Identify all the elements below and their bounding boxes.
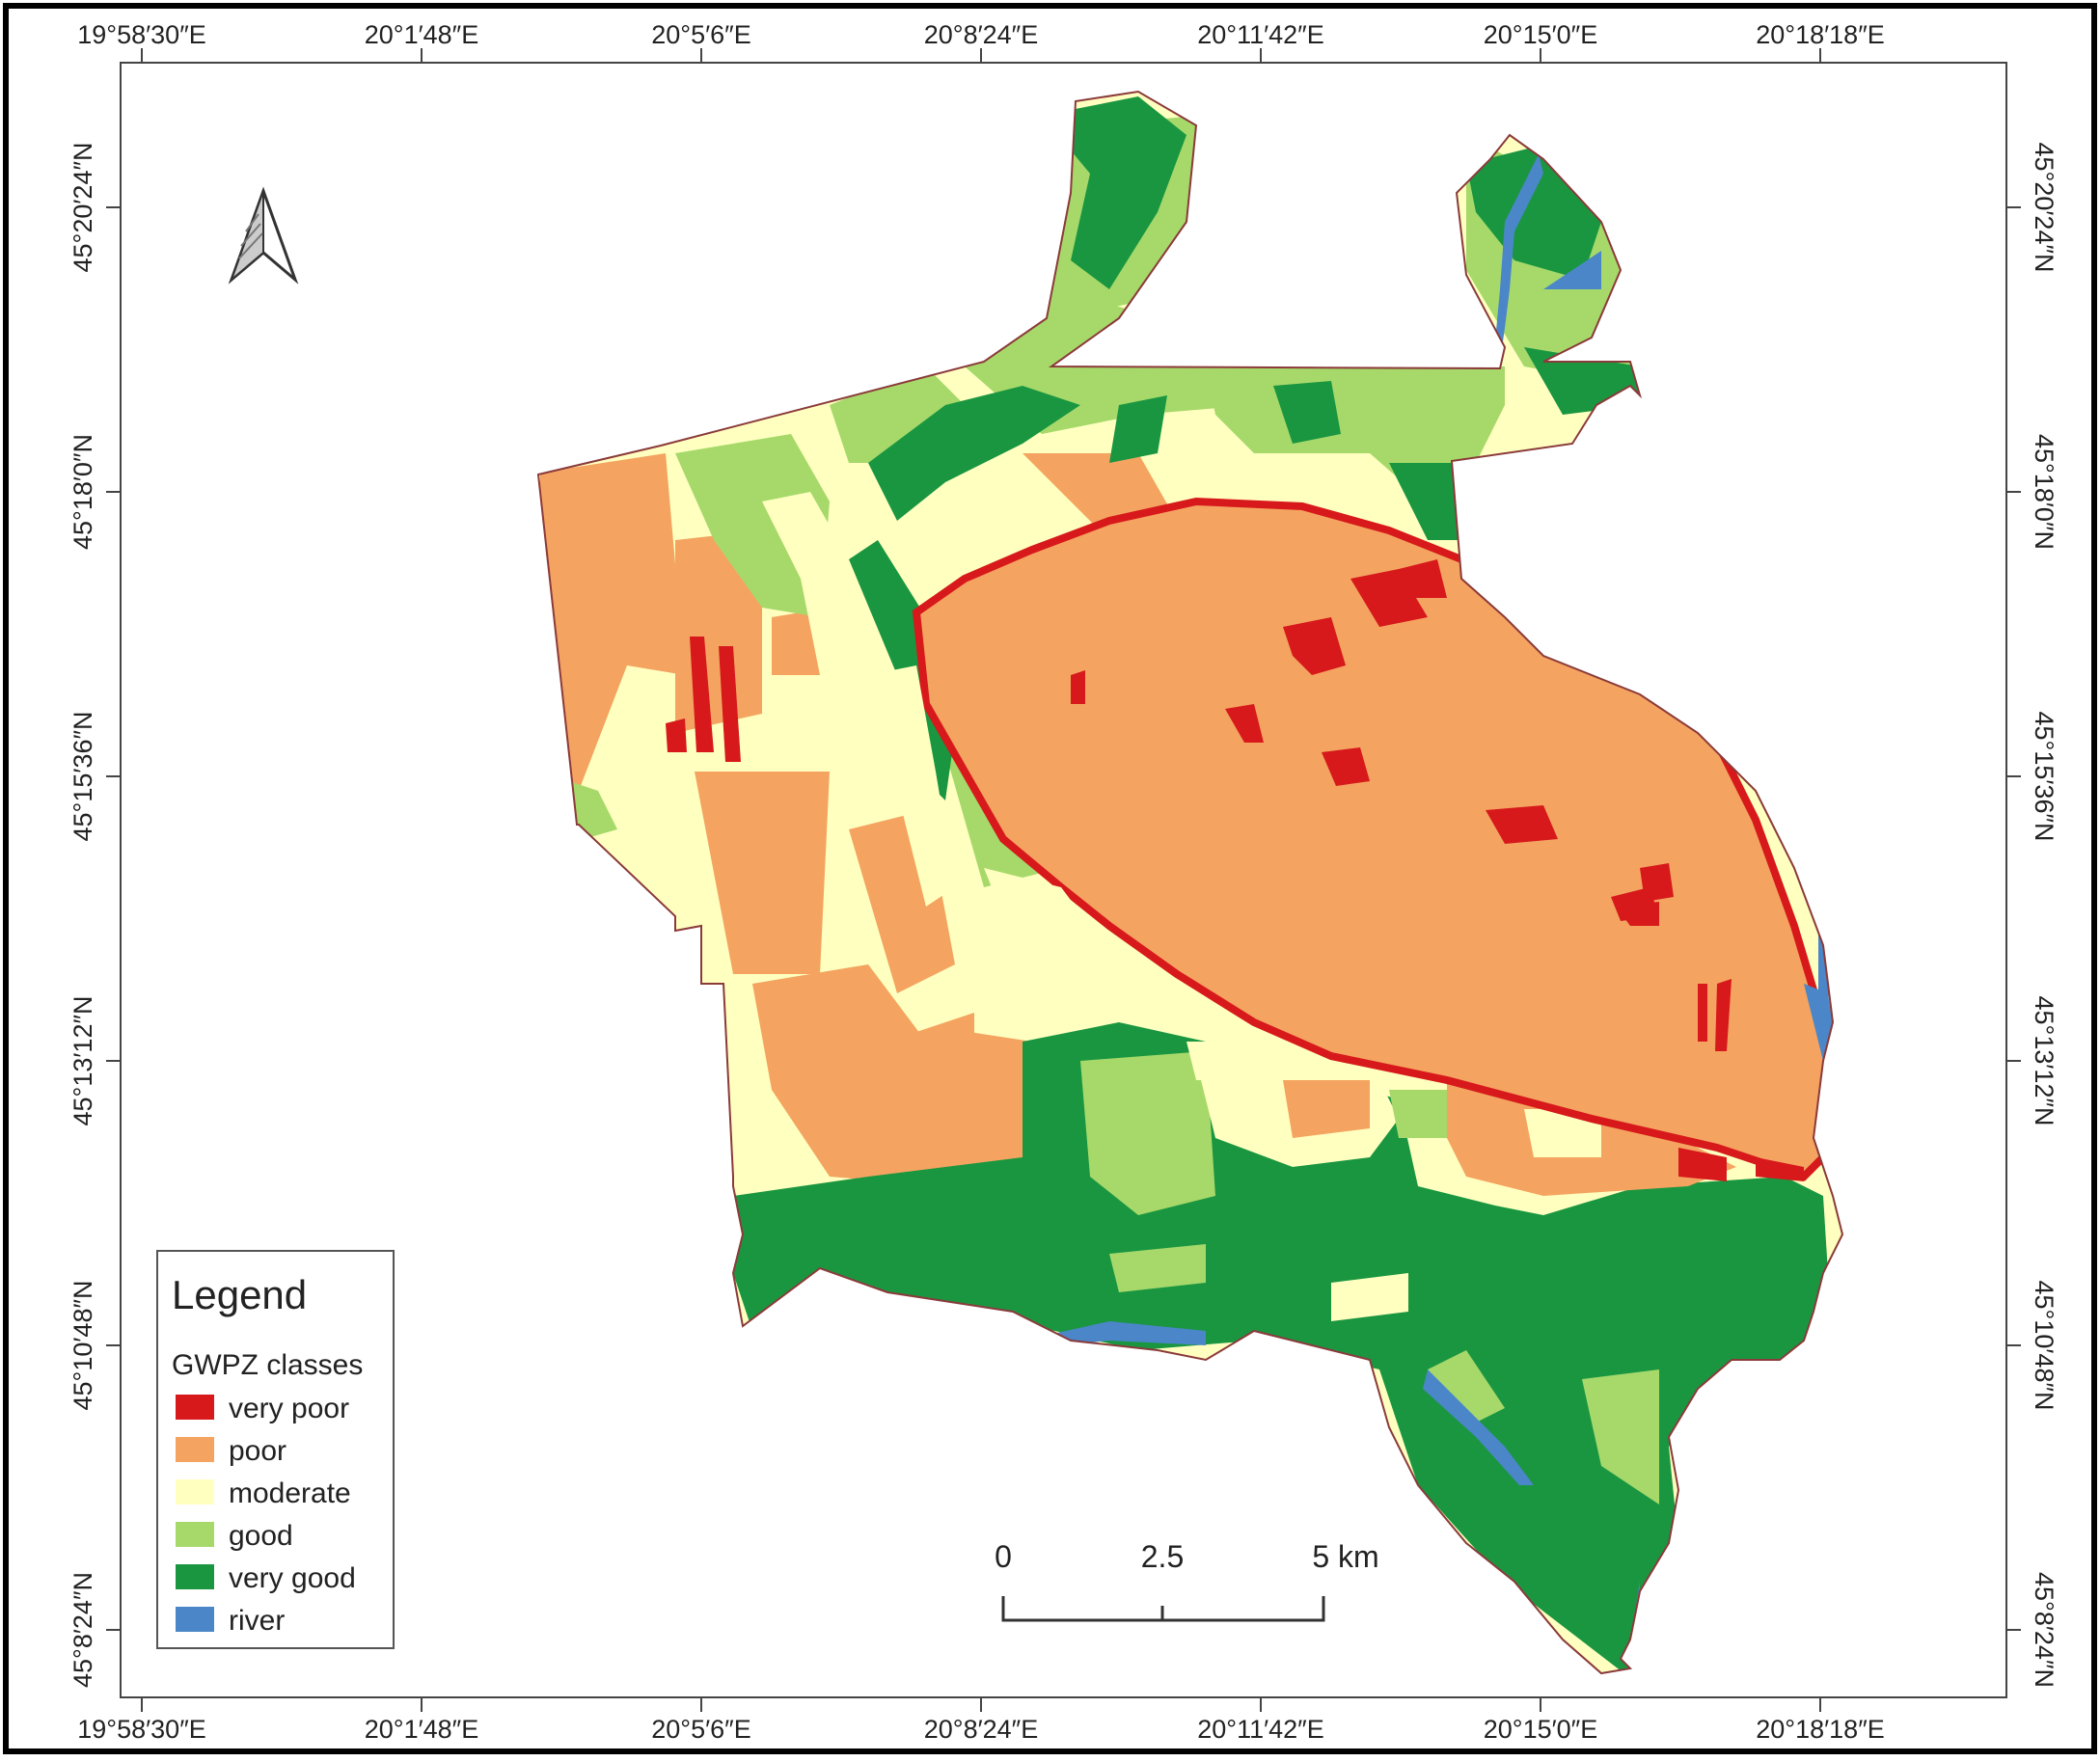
legend-label: river bbox=[229, 1605, 285, 1637]
lat-label: 45°18′0″N bbox=[2030, 434, 2059, 550]
legend-label: very good bbox=[229, 1562, 356, 1594]
legend-swatch-moderate bbox=[176, 1479, 214, 1504]
legend-title: Legend bbox=[172, 1272, 307, 1317]
legend-label: poor bbox=[229, 1435, 286, 1467]
graticule-ticks bbox=[106, 48, 2021, 1712]
lat-label: 45°20′24″N bbox=[68, 142, 97, 272]
lon-label: 19°58′30″E bbox=[77, 20, 206, 49]
lon-label: 20°8′24″E bbox=[924, 1715, 1039, 1744]
legend-swatch-very-good bbox=[176, 1564, 214, 1589]
lon-labels-bottom: 19°58′30″E 20°1′48″E 20°5′6″E 20°8′24″E … bbox=[77, 1715, 1885, 1744]
lon-label: 20°5′6″E bbox=[651, 1715, 751, 1744]
lon-label: 20°8′24″E bbox=[924, 20, 1039, 49]
legend-label: moderate bbox=[229, 1477, 351, 1509]
legend-swatch-very-poor bbox=[176, 1395, 214, 1420]
lat-label: 45°15′36″N bbox=[2030, 711, 2059, 841]
legend-swatch-river bbox=[176, 1607, 214, 1632]
legend-swatch-good bbox=[176, 1522, 214, 1547]
lat-label: 45°20′24″N bbox=[2030, 142, 2059, 272]
lat-label: 45°18′0″N bbox=[68, 434, 97, 550]
study-area-outline bbox=[536, 90, 1844, 1675]
lon-label: 20°11′42″E bbox=[1197, 20, 1324, 49]
legend-swatch-poor bbox=[176, 1437, 214, 1462]
lon-label: 20°5′6″E bbox=[651, 20, 751, 49]
lon-label: 19°58′30″E bbox=[77, 1715, 206, 1744]
lat-label: 45°13′12″N bbox=[68, 995, 97, 1125]
lat-label: 45°8′24″N bbox=[68, 1572, 97, 1688]
lon-labels-top: 19°58′30″E 20°1′48″E 20°5′6″E 20°8′24″E … bbox=[77, 20, 1885, 49]
scale-label-5km: 5 km bbox=[1312, 1539, 1378, 1574]
lat-label: 45°10′48″N bbox=[68, 1280, 97, 1410]
scale-label-2-5: 2.5 bbox=[1141, 1539, 1184, 1574]
lat-label: 45°8′24″N bbox=[2030, 1572, 2059, 1688]
north-arrow-icon bbox=[228, 186, 299, 285]
lat-labels-right: 45°20′24″N 45°18′0″N 45°15′36″N 45°13′12… bbox=[2030, 142, 2059, 1688]
legend-subtitle: GWPZ classes bbox=[172, 1349, 363, 1381]
scale-label-0: 0 bbox=[995, 1539, 1012, 1574]
lon-label: 20°15′0″E bbox=[1484, 20, 1598, 49]
legend-label: good bbox=[229, 1520, 293, 1552]
lat-label: 45°13′12″N bbox=[2030, 995, 2059, 1125]
lat-labels-left: 45°20′24″N 45°18′0″N 45°15′36″N 45°13′12… bbox=[68, 142, 97, 1688]
legend-label: very poor bbox=[229, 1393, 349, 1424]
legend: Legend GWPZ classes very poor poor moder… bbox=[156, 1250, 395, 1649]
lon-label: 20°18′18″E bbox=[1756, 1715, 1885, 1744]
lat-label: 45°15′36″N bbox=[68, 711, 97, 841]
lon-label: 20°18′18″E bbox=[1756, 20, 1885, 49]
lon-label: 20°15′0″E bbox=[1484, 1715, 1598, 1744]
lon-label: 20°1′48″E bbox=[365, 1715, 479, 1744]
scale-bar: 0 2.5 5 km bbox=[995, 1539, 1379, 1622]
lat-label: 45°10′48″N bbox=[2030, 1280, 2059, 1410]
lon-label: 20°1′48″E bbox=[365, 20, 479, 49]
lon-label: 20°11′42″E bbox=[1197, 1715, 1324, 1744]
